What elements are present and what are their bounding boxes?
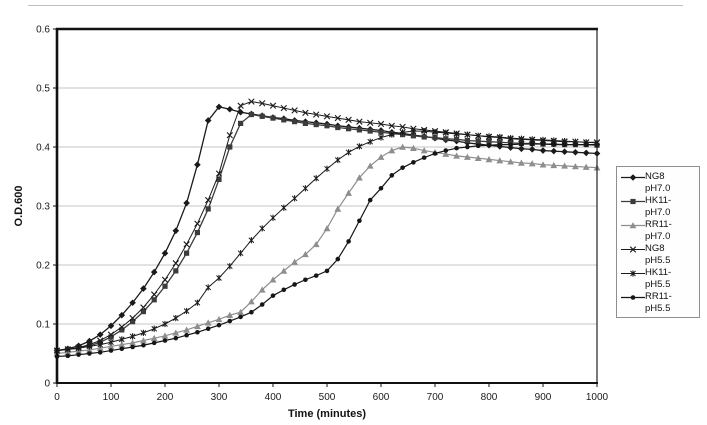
x-tick-label: 800 xyxy=(481,392,498,403)
legend-item: HK11- pH7.0 xyxy=(621,195,697,219)
x-tick-label: 500 xyxy=(319,392,336,403)
y-tick-label: 0.4 xyxy=(36,143,50,154)
series-line-rr11-ph70 xyxy=(56,146,598,355)
x-tick-label: 400 xyxy=(265,392,282,403)
x-tick-label: 900 xyxy=(535,392,552,403)
legend-label: HK11- pH5.5 xyxy=(645,267,672,290)
legend-marker-diamond-icon xyxy=(621,174,645,181)
x-tick-label: 200 xyxy=(157,392,174,403)
y-tick-label: 0.1 xyxy=(36,320,50,331)
y-tick-label: 0.3 xyxy=(36,202,50,213)
legend-label: RR11- pH5.5 xyxy=(645,291,672,314)
legend-marker-x-icon xyxy=(621,246,645,253)
y-tick-label: 0.6 xyxy=(36,25,50,36)
legend-marker-asterisk-icon xyxy=(621,270,645,277)
x-tick-label: 100 xyxy=(103,392,120,403)
y-tick-label: 0 xyxy=(44,379,50,390)
legend-label: RR11- pH7.0 xyxy=(645,219,672,242)
x-axis-title: Time (minutes) xyxy=(288,408,366,420)
series-line-hk11-ph70 xyxy=(56,113,598,352)
x-tick-label: 1000 xyxy=(586,392,609,403)
y-tick-label: 0.2 xyxy=(36,261,50,272)
legend-label: NG8 pH5.5 xyxy=(645,243,671,266)
legend: NG8 pH7.0 HK11- pH7.0 RR11- pH7.0 NG8 pH5.5 HK11… xyxy=(616,166,700,318)
x-tick-label: 600 xyxy=(373,392,390,403)
legend-label: NG8 pH7.0 xyxy=(645,171,671,194)
legend-label: HK11- pH7.0 xyxy=(645,195,672,218)
y-tick-label: 0.5 xyxy=(36,84,50,95)
scan-artifact-line xyxy=(28,5,683,6)
legend-marker-triangle-icon xyxy=(621,222,645,229)
legend-marker-circle-icon xyxy=(621,295,645,300)
legend-item: NG8 pH7.0 xyxy=(621,171,697,195)
legend-marker-square-icon xyxy=(621,198,645,205)
series-hk11-ph55 xyxy=(54,127,600,354)
x-tick-label: 700 xyxy=(427,392,444,403)
series-rr11-ph70 xyxy=(53,143,601,357)
legend-item: NG8 pH5.5 xyxy=(621,243,697,267)
x-tick-label: 0 xyxy=(54,392,60,403)
legend-item: RR11- pH7.0 xyxy=(621,219,697,243)
x-tick-label: 300 xyxy=(211,392,228,403)
series-line-rr11-ph55 xyxy=(56,143,597,358)
legend-item: HK11- pH5.5 xyxy=(621,267,697,291)
y-axis-title: O.D.600 xyxy=(13,186,25,227)
legend-item: RR11- pH5.5 xyxy=(621,291,697,315)
series-rr11-ph55 xyxy=(54,141,600,359)
series-line-hk11-ph55 xyxy=(56,130,598,352)
